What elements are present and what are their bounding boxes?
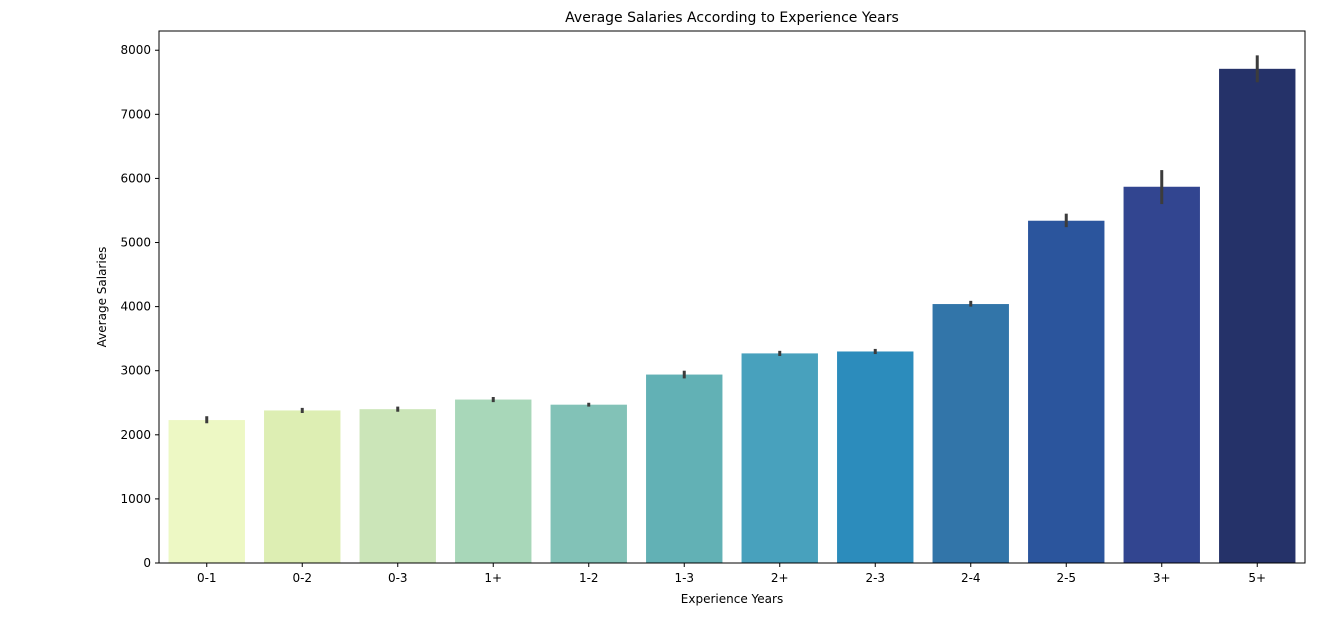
x-tick-label: 2-3 [865, 571, 885, 585]
bar-5+ [1219, 68, 1296, 563]
bar-2-3 [837, 351, 914, 563]
y-axis-ticks: 0 1000 2000 3000 4000 5000 6000 7000 8000 [120, 43, 159, 570]
x-tick-label: 0-2 [292, 571, 312, 585]
y-axis-label: Average Salaries [95, 247, 109, 348]
x-axis-ticks: 0-1 0-2 0-3 1+ 1-2 1-3 2+ 2-3 2-4 2-5 3+ 5+ [197, 563, 1266, 585]
bar-2-5 [1028, 220, 1105, 564]
bar-0-1 [168, 420, 245, 563]
x-tick-label: 2+ [771, 571, 789, 585]
y-tick-label: 5000 [120, 236, 151, 250]
bars-layer [168, 68, 1296, 564]
chart-title: Average Salaries According to Experience… [565, 10, 899, 26]
y-tick-label: 0 [143, 556, 151, 570]
bar-1+ [455, 399, 532, 563]
bar-2+ [741, 353, 818, 563]
y-tick-label: 6000 [120, 171, 151, 185]
x-tick-label: 1+ [484, 571, 502, 585]
x-tick-label: 1-3 [674, 571, 694, 585]
y-tick-label: 3000 [120, 364, 151, 378]
x-tick-label: 5+ [1248, 571, 1266, 585]
x-tick-label: 0-1 [197, 571, 217, 585]
x-tick-label: 2-5 [1056, 571, 1076, 585]
y-tick-label: 8000 [120, 43, 151, 57]
x-tick-label: 3+ [1153, 571, 1171, 585]
y-tick-label: 4000 [120, 300, 151, 314]
x-tick-label: 1-2 [579, 571, 599, 585]
x-tick-label: 0-3 [388, 571, 408, 585]
bar-0-2 [264, 410, 341, 563]
error-bars-layer [205, 55, 1259, 424]
bar-1-2 [550, 404, 627, 563]
bar-3+ [1123, 186, 1200, 563]
bar-1-3 [646, 374, 723, 563]
bar-0-3 [359, 409, 436, 563]
y-tick-label: 1000 [120, 492, 151, 506]
bar-2-4 [932, 304, 1009, 563]
x-tick-label: 2-4 [961, 571, 981, 585]
plot-frame [158, 30, 1306, 564]
y-tick-label: 2000 [120, 428, 151, 442]
x-axis-label: Experience Years [681, 592, 783, 606]
y-tick-label: 7000 [120, 107, 151, 121]
